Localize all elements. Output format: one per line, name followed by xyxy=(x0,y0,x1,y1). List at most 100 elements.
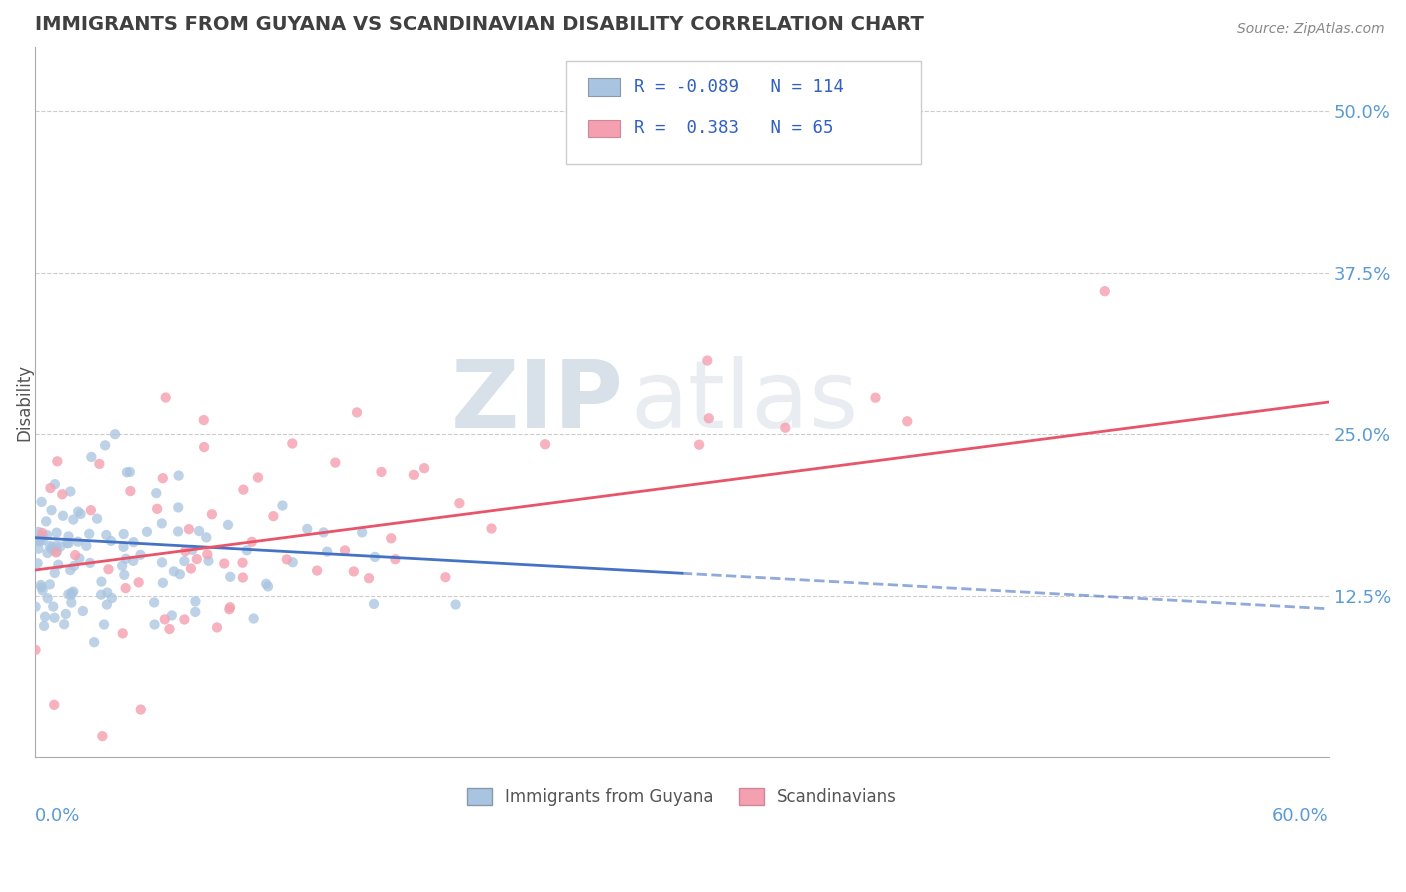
Point xyxy=(343,565,366,579)
Point xyxy=(83,635,105,649)
Point xyxy=(96,528,118,542)
Point xyxy=(38,577,60,591)
Point xyxy=(41,540,63,554)
Point xyxy=(865,391,887,405)
Point xyxy=(193,413,215,427)
Point xyxy=(357,571,380,585)
Point xyxy=(31,495,53,509)
Text: IMMIGRANTS FROM GUYANA VS SCANDINAVIAN DISABILITY CORRELATION CHART: IMMIGRANTS FROM GUYANA VS SCANDINAVIAN D… xyxy=(35,15,924,34)
Point xyxy=(37,591,59,606)
Point xyxy=(90,574,112,589)
Point xyxy=(55,607,77,621)
Text: Source: ZipAtlas.com: Source: ZipAtlas.com xyxy=(1237,22,1385,37)
Point xyxy=(195,547,218,561)
Point xyxy=(45,545,67,559)
Point xyxy=(62,584,84,599)
Point xyxy=(75,539,97,553)
Point xyxy=(167,468,190,483)
Point xyxy=(69,507,91,521)
Point xyxy=(28,534,51,549)
Point xyxy=(63,548,86,562)
FancyBboxPatch shape xyxy=(588,78,620,96)
Point xyxy=(146,501,169,516)
Point xyxy=(32,619,55,633)
Point xyxy=(27,524,49,539)
Point xyxy=(363,597,385,611)
Point xyxy=(186,552,208,566)
Point xyxy=(58,587,80,601)
Point xyxy=(45,525,67,540)
Point xyxy=(167,500,190,515)
Point xyxy=(120,484,142,499)
Point xyxy=(325,456,347,470)
Point xyxy=(90,588,112,602)
Point xyxy=(44,698,66,712)
Point xyxy=(316,544,339,558)
Point xyxy=(101,591,124,605)
Point xyxy=(333,543,356,558)
Point xyxy=(118,465,141,479)
Point xyxy=(39,481,62,495)
Point xyxy=(152,471,174,485)
Point xyxy=(173,554,195,568)
Point xyxy=(184,605,207,619)
Point xyxy=(31,525,53,540)
Point xyxy=(152,575,174,590)
Point xyxy=(254,576,277,591)
Point xyxy=(444,598,467,612)
Point xyxy=(188,524,211,538)
Point xyxy=(697,411,720,425)
Point xyxy=(402,467,425,482)
Point xyxy=(46,454,69,468)
Point xyxy=(434,570,457,584)
Point xyxy=(111,558,134,573)
Text: R =  0.383   N = 65: R = 0.383 N = 65 xyxy=(634,120,834,137)
Point xyxy=(63,558,86,573)
Point xyxy=(52,508,75,523)
Point xyxy=(246,470,269,484)
Point xyxy=(86,511,108,525)
Point xyxy=(94,438,117,452)
Point xyxy=(24,643,46,657)
Point xyxy=(352,525,374,540)
Point xyxy=(169,567,191,582)
Point xyxy=(160,608,183,623)
Point xyxy=(31,583,53,598)
Point xyxy=(197,554,219,568)
Point xyxy=(49,540,72,554)
Point xyxy=(281,555,304,569)
Point xyxy=(180,561,202,575)
Point xyxy=(122,554,145,568)
Point xyxy=(111,626,134,640)
Point xyxy=(25,533,48,547)
Point xyxy=(115,465,138,479)
Point xyxy=(45,544,67,558)
Point xyxy=(232,483,254,497)
Point xyxy=(31,533,53,548)
Point xyxy=(89,457,111,471)
Point xyxy=(38,539,60,553)
Point xyxy=(44,566,66,580)
Point xyxy=(96,585,118,599)
Point xyxy=(53,617,76,632)
Point xyxy=(173,612,195,626)
Point xyxy=(112,540,135,554)
Point xyxy=(177,522,200,536)
Point xyxy=(112,527,135,541)
Point xyxy=(128,575,150,590)
Point xyxy=(60,586,83,600)
Point xyxy=(80,450,103,464)
Point xyxy=(45,539,67,553)
Point xyxy=(193,440,215,454)
Point xyxy=(307,564,329,578)
Point xyxy=(46,558,69,572)
Point xyxy=(80,503,103,517)
Point xyxy=(24,599,46,614)
Point xyxy=(364,549,387,564)
Point xyxy=(281,436,304,450)
Point xyxy=(195,530,218,544)
Point xyxy=(104,427,127,442)
Point xyxy=(44,477,66,491)
Point xyxy=(217,517,239,532)
Text: ZIP: ZIP xyxy=(451,356,624,448)
